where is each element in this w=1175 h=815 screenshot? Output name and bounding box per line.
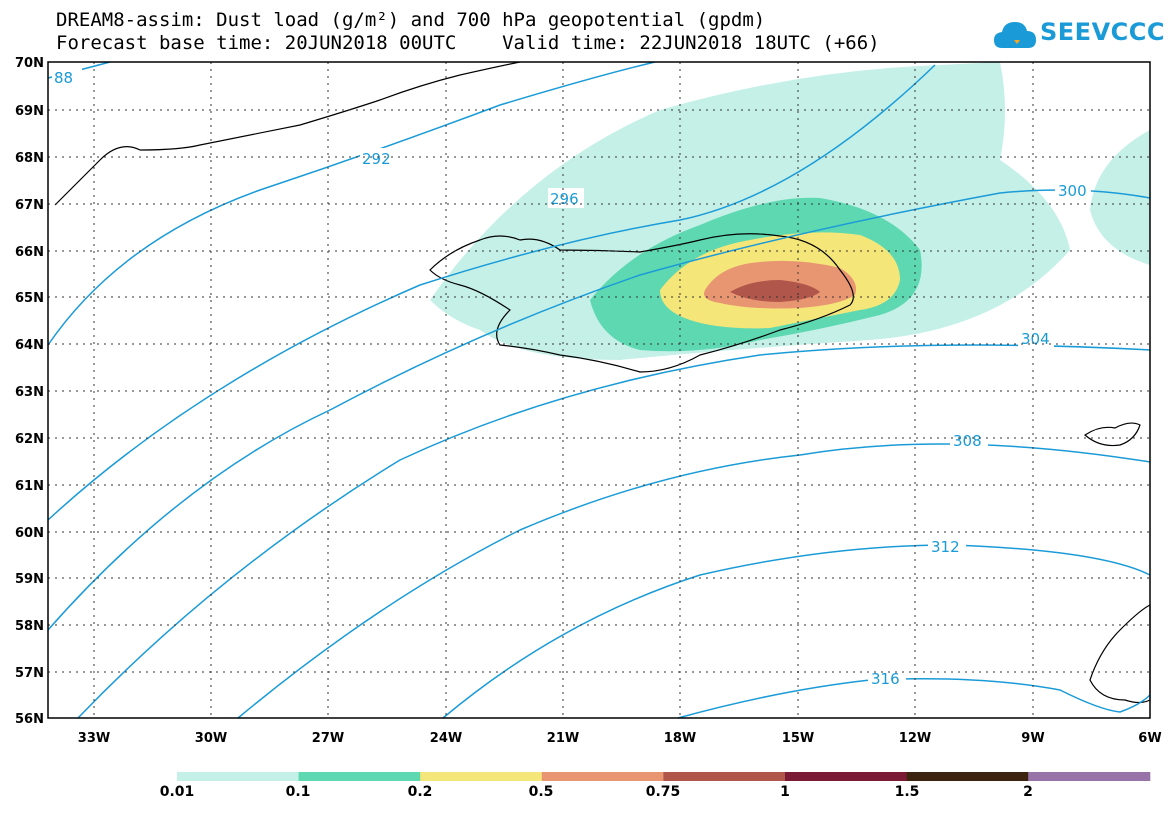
- contour-312: [442, 544, 1151, 719]
- lat-label: 56N: [15, 712, 44, 727]
- colorbar-tick-label: 1: [780, 784, 790, 800]
- lat-axis-labels: 70N 69N 68N 67N 66N 65N 64N 63N 62N 61N …: [15, 56, 44, 727]
- contour-label-300: 300: [1058, 182, 1087, 200]
- contour-label-316: 316: [871, 670, 900, 688]
- dust-shading: [430, 62, 1150, 360]
- map-title-line-1: DREAM8-assim: Dust load (g/m²) and 700 h…: [56, 9, 766, 31]
- colorbar-segment: [177, 772, 300, 781]
- cloud-icon: [994, 22, 1036, 48]
- colorbar-tick-label: 2: [1023, 784, 1033, 800]
- contour-292: [47, 61, 656, 346]
- contour-label-304: 304: [1021, 330, 1050, 348]
- colorbar-tick-label: 0.2: [407, 784, 433, 800]
- colorbar-tick-label: 0.5: [528, 784, 554, 800]
- greenland-coast: [54, 61, 521, 206]
- scotland-coast: [1089, 604, 1151, 704]
- lat-label: 59N: [15, 572, 44, 587]
- lat-label: 62N: [15, 432, 44, 447]
- lon-label: 21W: [547, 731, 579, 746]
- contour-label-308: 308: [953, 432, 982, 450]
- lat-label: 70N: [15, 56, 44, 71]
- lon-label: 33W: [78, 731, 110, 746]
- contour-label-88: 88: [54, 69, 73, 87]
- colorbar-segment: [420, 772, 543, 781]
- dust-level-0.01-east: [1090, 130, 1150, 265]
- contour-296: [47, 64, 936, 521]
- lon-label: 15W: [782, 731, 814, 746]
- colorbar-tick-label: 0.01: [159, 784, 195, 800]
- contour-316: [677, 678, 1151, 719]
- faroe-coast: [1084, 422, 1141, 447]
- contour-label-312: 312: [931, 538, 960, 556]
- lat-label: 64N: [15, 338, 44, 353]
- contour-304: [77, 344, 1151, 719]
- lon-label: 24W: [430, 731, 462, 746]
- lon-label: 27W: [312, 731, 344, 746]
- lon-label: 9W: [1021, 731, 1044, 746]
- iceland-coast: [429, 233, 854, 373]
- colorbar-tick-label: 0.1: [285, 784, 311, 800]
- lat-label: 65N: [15, 291, 44, 306]
- lat-label: 61N: [15, 479, 44, 494]
- colorbar-segment: [1028, 772, 1151, 781]
- colorbar-segment: [663, 772, 786, 781]
- map-title-line-2: Forecast base time: 20JUN2018 00UTC Vali…: [56, 32, 880, 54]
- lon-label: 12W: [899, 731, 931, 746]
- colorbar-segment: [541, 772, 664, 781]
- contour-label-292: 292: [362, 150, 391, 168]
- colorbar: [177, 772, 1151, 781]
- lat-label: 66N: [15, 245, 44, 260]
- colorbar-segment: [906, 772, 1029, 781]
- lat-label: 63N: [15, 385, 44, 400]
- lon-axis-labels: 33W 30W 27W 24W 21W 18W 15W 12W 9W 6W: [78, 731, 1162, 746]
- lon-label: 6W: [1138, 731, 1161, 746]
- map-frame: [47, 61, 1151, 719]
- contour-labels: 88 292 296 300 304 308 312 316: [52, 68, 1091, 688]
- contour-300: [47, 189, 1151, 631]
- geopotential-contours: [47, 61, 1151, 719]
- lat-label: 57N: [15, 666, 44, 681]
- lat-label: 67N: [15, 198, 44, 213]
- contour-label-296: 296: [550, 190, 579, 208]
- lat-label: 60N: [15, 526, 44, 541]
- lat-label: 68N: [15, 151, 44, 166]
- lat-label: 69N: [15, 104, 44, 119]
- colorbar-tick-label: 1.5: [894, 784, 920, 800]
- graticule: [48, 62, 1150, 718]
- coastlines: [54, 61, 1151, 704]
- lon-label: 30W: [195, 731, 227, 746]
- lon-label: 18W: [664, 731, 696, 746]
- lat-label: 58N: [15, 619, 44, 634]
- colorbar-segment: [298, 772, 421, 781]
- colorbar-segment: [785, 772, 908, 781]
- colorbar-tick-label: 0.75: [645, 784, 681, 800]
- brand-logo-text: SEEVCCC: [1040, 18, 1165, 46]
